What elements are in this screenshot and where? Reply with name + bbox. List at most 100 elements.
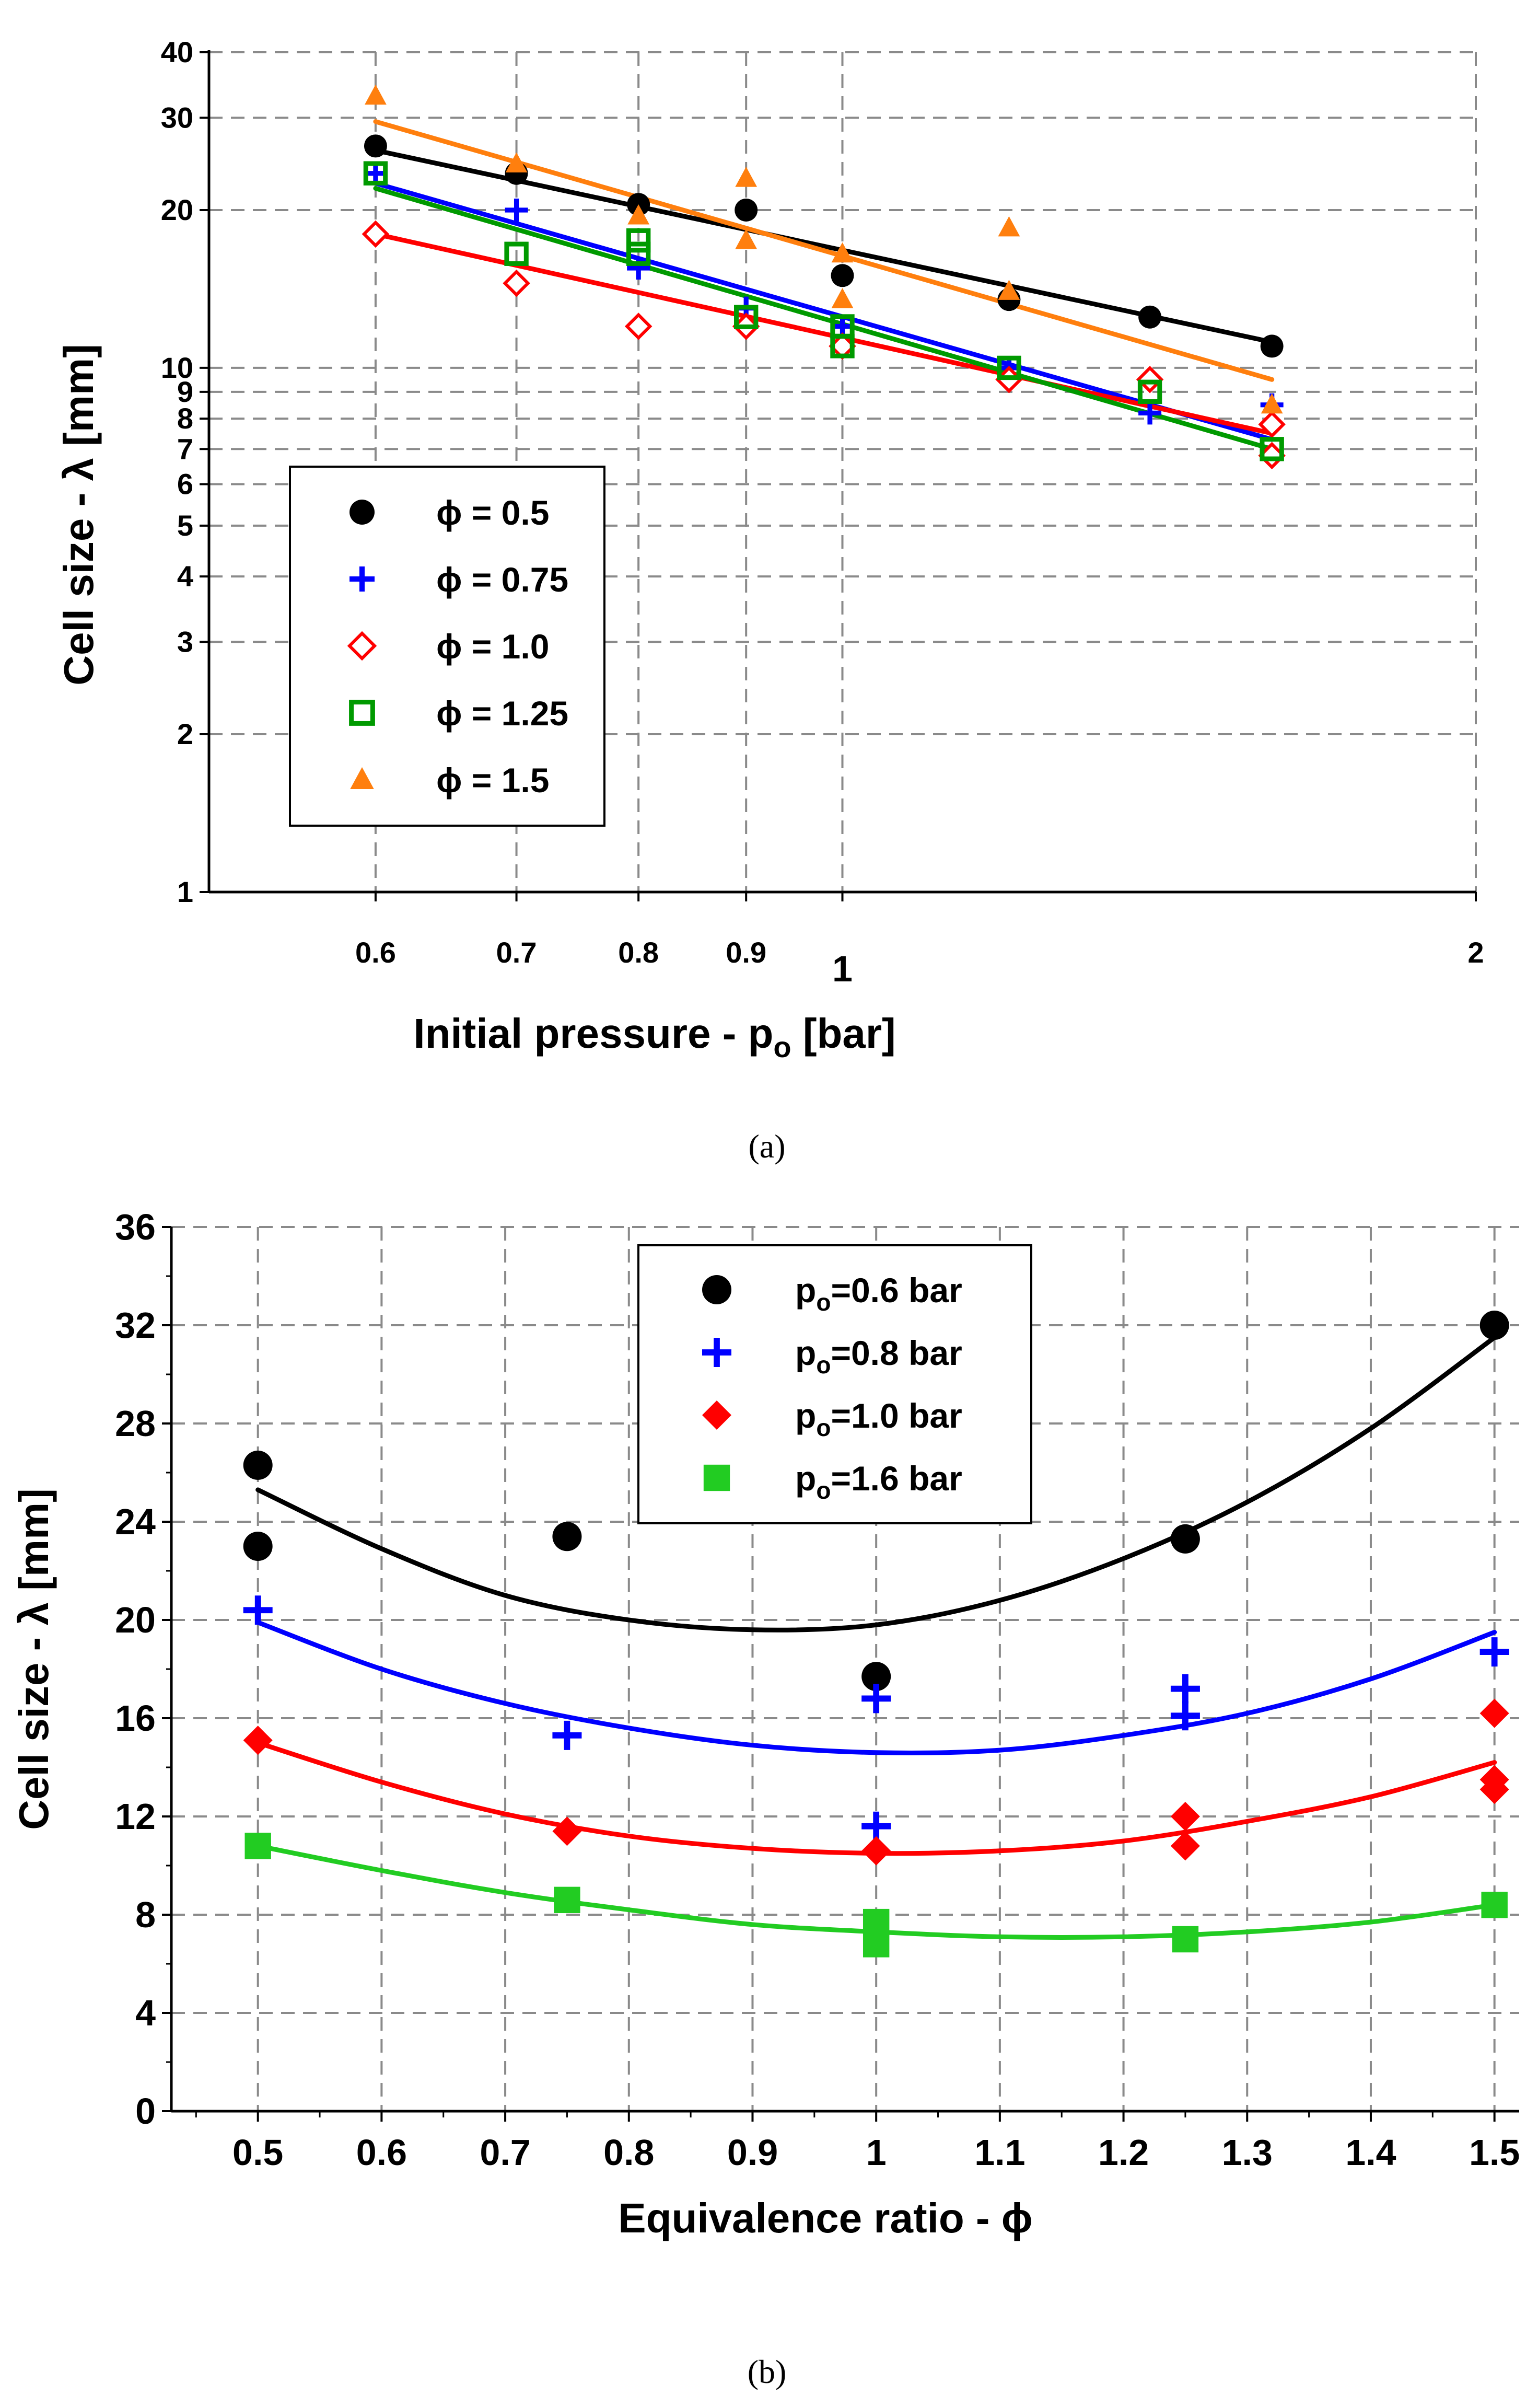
panel-b-y-tick-label: 28 xyxy=(115,1403,156,1444)
panel-b-legend-marker xyxy=(702,1338,731,1367)
panel-b-legend-label-suffix: =1.0 bar xyxy=(831,1396,962,1435)
panel-a-data-point xyxy=(504,241,529,266)
panel-b-y-tick-labels: 0 4 8 12 16 20 24 28 32 36 xyxy=(115,1207,156,2132)
panel-b-data-point xyxy=(1170,1524,1200,1554)
panel-a-data-point xyxy=(627,256,650,280)
panel-b-data-point xyxy=(1481,1892,1508,1918)
panel-b-legend-label: po=0.6 bar xyxy=(795,1271,962,1316)
panel-a-data-point xyxy=(626,228,651,253)
panel-b-caption: (b) xyxy=(748,2353,787,2390)
panel-b-axes xyxy=(162,1226,1519,2122)
panel-b-data-point xyxy=(861,1836,891,1866)
panel-b-fit-curve xyxy=(255,1335,1497,1633)
panel-b-x-tick-label: 0.9 xyxy=(727,2132,778,2173)
panel-b-data-point xyxy=(1479,1637,1509,1667)
panel-b-data-point xyxy=(861,1684,891,1714)
panel-b-data-point xyxy=(1172,1926,1199,1953)
panel-b-data-point xyxy=(243,1726,273,1755)
panel-a-y-tick-label: 3 xyxy=(177,625,193,658)
panel-b-legend-label: po=0.8 bar xyxy=(795,1334,962,1379)
panel-b-y-tick-label: 8 xyxy=(135,1894,156,1935)
panel-b-x-tick-label: 1.3 xyxy=(1222,2132,1273,2173)
panel-a-y-tick-label: 10 xyxy=(161,351,193,384)
panel-b-x-tick-label: 0.8 xyxy=(603,2132,654,2173)
panel-b-x-tick-label: 1.5 xyxy=(1469,2132,1520,2173)
panel-a-y-axis-title: Cell size - λ [mm] xyxy=(55,344,102,686)
panel-a-legend-marker xyxy=(350,767,374,789)
panel-b-x-tick-label: 1.1 xyxy=(974,2132,1025,2173)
panel-a-data-point xyxy=(733,305,759,329)
panel-b-y-tick-label: 36 xyxy=(115,1207,156,1247)
panel-a-fit-line xyxy=(373,181,1275,442)
panel-b-legend-label-main: p xyxy=(795,1334,816,1372)
panel-a-data-point xyxy=(363,161,388,186)
panel-b-legend-marker xyxy=(702,1400,731,1430)
panel-b-legend-marker xyxy=(703,1464,730,1491)
panel-a-y-tick-label: 5 xyxy=(177,509,193,542)
panel-a-fit-line xyxy=(373,119,1275,382)
panel-a-x-axis-title-unit: [bar] xyxy=(791,1010,896,1057)
panel-a-y-tick-label: 4 xyxy=(177,560,193,593)
panel-a-legend-marker xyxy=(349,500,375,525)
panel-b-legend-label-suffix: =1.6 bar xyxy=(831,1459,962,1498)
panel-a-y-tick-label: 7 xyxy=(177,432,193,465)
panel-b-legend-label-main: p xyxy=(795,1459,816,1498)
panel-a-data-point xyxy=(830,334,855,358)
panel-b-data-point xyxy=(1170,1674,1200,1704)
panel-a-x-tick-label: 2 xyxy=(1467,936,1484,969)
panel-a-axes xyxy=(200,50,1477,901)
panel-a-x-axis-title: Initial pressure - po [bar] xyxy=(413,1010,895,1063)
panel-a-data-point xyxy=(362,220,390,248)
panel-b-y-axis-title: Cell size - λ [mm] xyxy=(10,1488,57,1830)
panel-a-x-tick-label: 0.9 xyxy=(726,936,766,969)
panel-a-data-point xyxy=(1260,437,1284,461)
panel-b-data-point xyxy=(244,1833,271,1859)
panel-b-legend-marker xyxy=(702,1275,731,1304)
panel-b-legend-label: po=1.0 bar xyxy=(795,1396,962,1441)
panel-a-legend-label: ϕ = 0.75 xyxy=(436,560,568,599)
panel-b-y-tick-label: 12 xyxy=(115,1796,156,1837)
panel-a-data-point xyxy=(1137,379,1162,404)
panel-b-x-tick-label: 1 xyxy=(866,2132,887,2173)
panel-b-data-point xyxy=(863,1931,890,1958)
panel-b-data-point xyxy=(243,1450,273,1480)
panel-b-x-tick-label: 0.6 xyxy=(356,2132,407,2173)
panel-b-legend-label: po=1.6 bar xyxy=(795,1459,962,1504)
panel-a-legend-label: ϕ = 1.0 xyxy=(436,627,549,666)
panel-a-data-point xyxy=(735,198,758,222)
panel-a-y-tick-label: 20 xyxy=(161,193,193,226)
panel-b-legend-label-main: p xyxy=(795,1271,816,1310)
panel-b-data-point xyxy=(243,1532,273,1561)
panel-b-y-tick-label: 16 xyxy=(115,1698,156,1739)
panel-b-legend-label-sub: o xyxy=(816,1477,831,1504)
panel-a-data-point xyxy=(1136,366,1164,393)
panel-a-data-point xyxy=(735,167,758,187)
panel-b-data-points xyxy=(243,1311,1509,1958)
panel-a-x-tick-label: 1 xyxy=(832,948,853,989)
panel-a-y-tick-label: 1 xyxy=(177,875,193,908)
panel-b-grid xyxy=(171,1226,1519,2111)
panel-a-data-point xyxy=(626,241,651,266)
panel-a-data-point xyxy=(1258,410,1286,438)
panel-a-fit-lines xyxy=(373,119,1275,452)
panel-a-x-tick-labels: 0.6 0.7 0.8 0.9 1 2 xyxy=(355,936,1484,989)
panel-a-y-tick-label: 8 xyxy=(177,402,193,435)
panel-a-legend-label: ϕ = 0.5 xyxy=(436,493,549,532)
panel-a-x-tick-label: 0.8 xyxy=(618,936,659,969)
panel-a-legend-marker xyxy=(349,566,375,592)
panel-a-y-tick-label: 2 xyxy=(177,717,193,750)
panel-a-x-tick-label: 0.7 xyxy=(496,936,537,969)
panel-a-data-point xyxy=(627,204,650,225)
panel-b-data-point xyxy=(1170,1701,1200,1731)
panel-a-legend-label: ϕ = 1.25 xyxy=(436,694,568,733)
panel-b-data-point xyxy=(552,1816,582,1846)
panel-b-y-tick-label: 0 xyxy=(135,2091,156,2132)
panel-b-y-tick-label: 20 xyxy=(115,1600,156,1640)
panel-a-x-axis-title-main: Initial pressure - p xyxy=(413,1010,773,1057)
panel-a-data-point xyxy=(505,152,528,173)
panel-a-y-tick-label: 40 xyxy=(161,36,193,68)
panel-a-y-tick-label: 30 xyxy=(161,101,193,134)
